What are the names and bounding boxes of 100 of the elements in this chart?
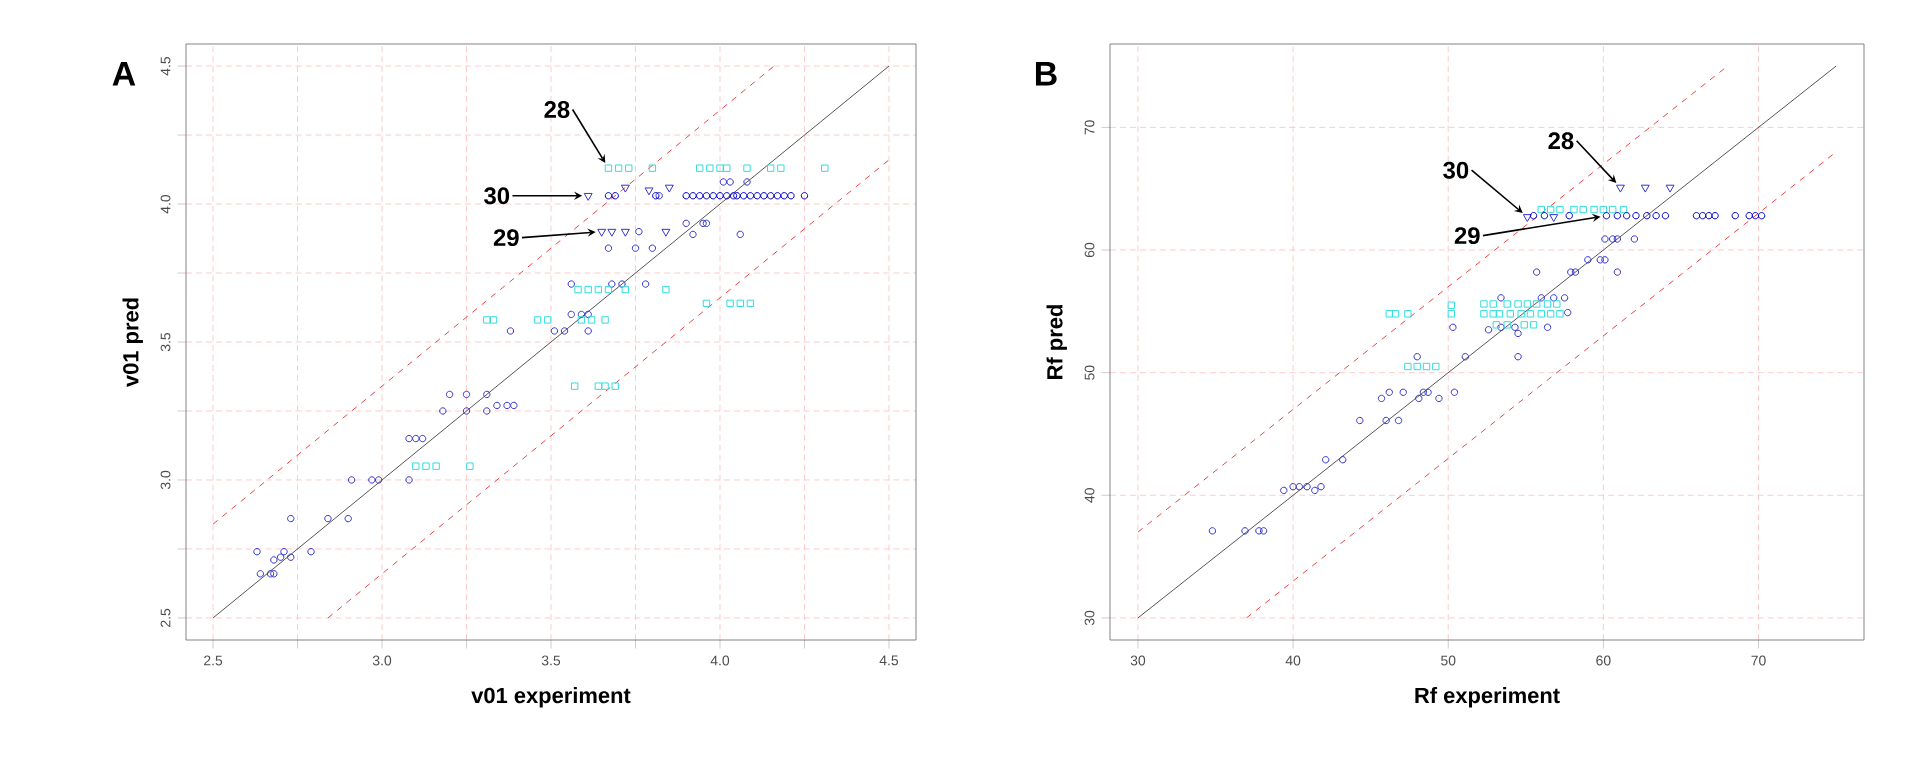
point [1461, 353, 1469, 361]
point [1584, 256, 1592, 264]
point [583, 192, 593, 201]
point [716, 164, 724, 172]
point [743, 178, 751, 186]
point [620, 228, 630, 237]
point [1514, 329, 1522, 338]
point [1560, 294, 1569, 302]
point [723, 164, 731, 172]
point [661, 228, 671, 237]
point [699, 219, 707, 228]
point [1480, 310, 1488, 318]
point [567, 310, 575, 319]
point [777, 164, 785, 172]
point [625, 164, 633, 172]
point [344, 514, 352, 523]
point [1280, 486, 1288, 495]
point [726, 299, 734, 308]
point [719, 178, 728, 186]
point [1259, 527, 1268, 535]
point [618, 280, 626, 288]
point [743, 164, 751, 172]
point [611, 192, 619, 200]
point [1731, 212, 1739, 220]
point [1556, 310, 1564, 318]
point [739, 192, 748, 200]
point [1529, 212, 1538, 220]
point [574, 285, 582, 294]
y-axis-title: v01 pred [122, 298, 143, 387]
point [1377, 394, 1386, 403]
point [253, 548, 261, 556]
point [1484, 326, 1493, 334]
point [1413, 362, 1421, 371]
point [483, 407, 491, 415]
point [466, 462, 474, 470]
point [1522, 214, 1532, 222]
point [773, 192, 782, 200]
point [1480, 300, 1488, 308]
point [584, 327, 592, 335]
point [1590, 205, 1598, 214]
point [702, 299, 711, 308]
point [1255, 527, 1263, 535]
point [1613, 212, 1622, 220]
point [1404, 362, 1412, 371]
point [1692, 212, 1701, 220]
point [1503, 300, 1511, 308]
point [1356, 416, 1364, 425]
point [608, 280, 616, 288]
point [746, 299, 755, 308]
point [696, 192, 704, 200]
point [1449, 323, 1457, 331]
point [787, 192, 795, 200]
point [641, 280, 650, 288]
point [1489, 300, 1497, 308]
point [577, 316, 586, 324]
point [1241, 527, 1249, 535]
point [543, 316, 552, 324]
point [1532, 268, 1541, 276]
point [510, 401, 518, 410]
point [1619, 205, 1628, 214]
point [1608, 205, 1617, 214]
point [405, 476, 413, 484]
annotation: 30 [1443, 161, 1469, 179]
point [1495, 310, 1504, 318]
point [607, 228, 617, 237]
point [550, 327, 559, 335]
point [276, 553, 285, 561]
point [604, 285, 613, 294]
point [1303, 483, 1311, 491]
point [726, 178, 734, 186]
point [1435, 394, 1443, 403]
point [1579, 205, 1587, 214]
point [648, 164, 657, 172]
point [347, 476, 356, 484]
point [1399, 388, 1407, 396]
point [570, 382, 579, 390]
point [766, 164, 775, 172]
point [1311, 486, 1319, 495]
point [733, 192, 741, 200]
point [1613, 235, 1622, 243]
point [1415, 394, 1423, 403]
point [664, 184, 674, 193]
point [1523, 300, 1532, 308]
point [1643, 212, 1651, 220]
point [723, 192, 731, 200]
point [1705, 212, 1713, 220]
point [1537, 294, 1546, 302]
point [621, 285, 630, 294]
point [584, 310, 592, 319]
point [736, 230, 744, 239]
point [1422, 362, 1431, 371]
point [1503, 321, 1511, 329]
point [1382, 416, 1390, 425]
point [1571, 268, 1580, 276]
point [1424, 388, 1432, 396]
point [1564, 308, 1572, 317]
point [1757, 212, 1766, 220]
point [1394, 416, 1403, 425]
point [445, 390, 454, 399]
point [506, 327, 515, 335]
